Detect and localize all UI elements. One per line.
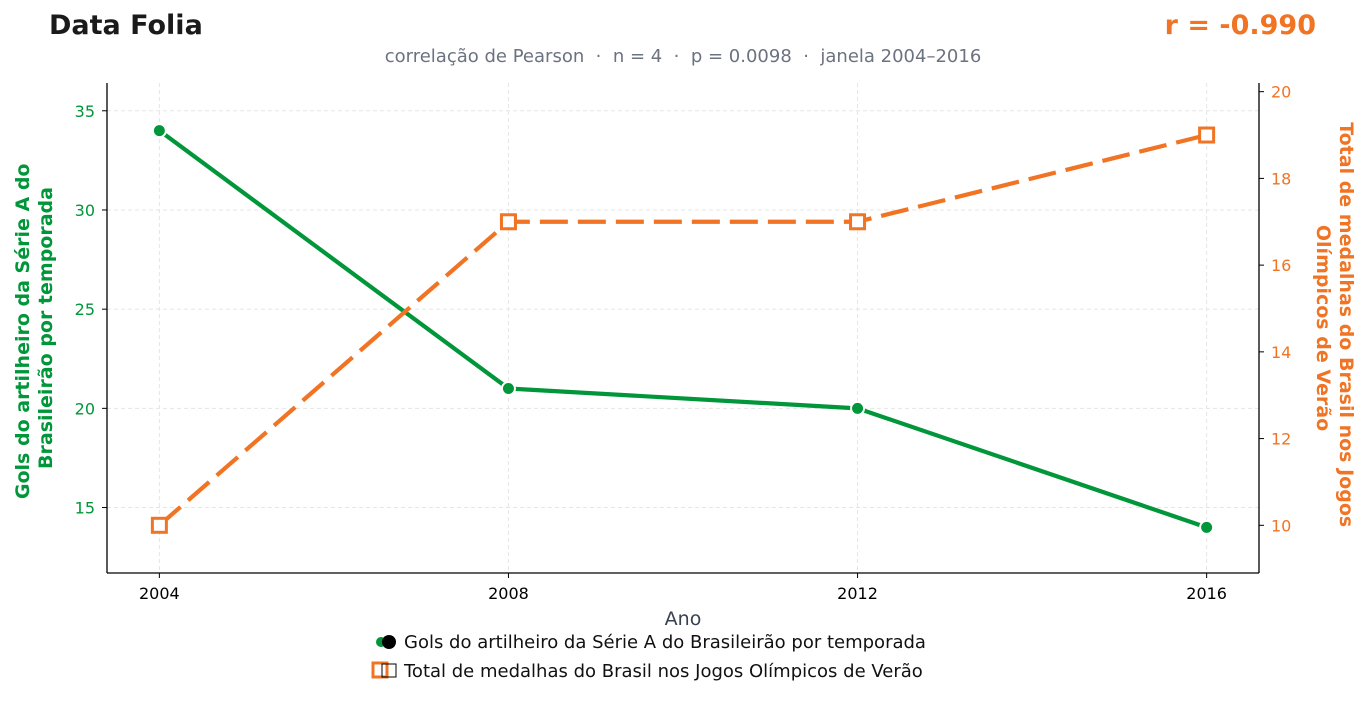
right-series-point xyxy=(849,213,867,231)
right-y-tick-label: 10 xyxy=(1271,516,1291,535)
left-series-point xyxy=(151,123,167,139)
right-series-point xyxy=(150,516,168,534)
left-series-line xyxy=(158,128,1208,530)
left-series-point xyxy=(850,400,866,416)
left-axis-title-line-1: Gols do artilheiro da Série A do xyxy=(12,164,34,500)
right-series-point xyxy=(499,213,517,231)
legend-label-left-series: Gols do artilheiro da Série A do Brasile… xyxy=(404,632,926,653)
left-y-tick-label: 20 xyxy=(75,399,95,418)
right-y-tick-label: 20 xyxy=(1271,83,1291,102)
right-y-tick-label: 18 xyxy=(1271,169,1291,188)
left-y-tick-label: 25 xyxy=(75,300,95,319)
x-tick-label: 2012 xyxy=(837,584,878,603)
right-y-tick-label: 12 xyxy=(1271,430,1291,449)
right-y-tick-label: 16 xyxy=(1271,256,1291,275)
legend-box-icon xyxy=(381,663,397,678)
right-series-line xyxy=(157,132,1208,527)
axes: 2004 2008 2012 2016 15 20 25 30 35 10 12 14 16 18 20 xyxy=(75,83,1292,603)
legend-square-icon xyxy=(371,661,389,679)
legend-marker-right-series xyxy=(371,661,397,679)
left-axis-title-line-2: Brasileirão por temporada xyxy=(35,187,57,469)
legend-label-right-series: Total de medalhas do Brasil nos Jogos Ol… xyxy=(403,661,923,682)
left-y-tick-label: 30 xyxy=(75,201,95,220)
x-tick-label: 2004 xyxy=(139,584,180,603)
x-axis-title: Ano xyxy=(665,608,702,630)
left-y-tick-label: 15 xyxy=(75,499,95,518)
left-series-point xyxy=(1199,519,1215,535)
right-y-tick-label: 14 xyxy=(1271,343,1291,362)
series-markers xyxy=(150,123,1216,535)
series-lines xyxy=(157,128,1208,530)
left-series-point xyxy=(500,381,516,397)
chart-subtitle: correlação de Pearson · n = 4 · p = 0.00… xyxy=(385,46,982,67)
gridlines xyxy=(107,83,1259,573)
left-y-tick-label: 35 xyxy=(75,102,95,121)
right-axis-title-line-2: Olímpicos de Verão xyxy=(1312,225,1334,431)
left-axis-title: Gols do artilheiro da Série A do Brasile… xyxy=(12,157,57,499)
x-tick-label: 2008 xyxy=(488,584,529,603)
brand-title: Data Folia xyxy=(49,10,203,41)
x-tick-label: 2016 xyxy=(1186,584,1227,603)
right-series-point xyxy=(1198,126,1216,144)
legend-marker-left-series xyxy=(376,635,396,649)
legend: Gols do artilheiro da Série A do Brasile… xyxy=(371,632,926,682)
legend-dot-icon xyxy=(382,635,396,649)
right-axis-title: Total de medalhas do Brasil nos Jogos Ol… xyxy=(1312,122,1357,534)
correlation-stat: r = -0.990 xyxy=(1165,10,1316,41)
right-axis-title-line-1: Total de medalhas do Brasil nos Jogos xyxy=(1335,122,1357,527)
